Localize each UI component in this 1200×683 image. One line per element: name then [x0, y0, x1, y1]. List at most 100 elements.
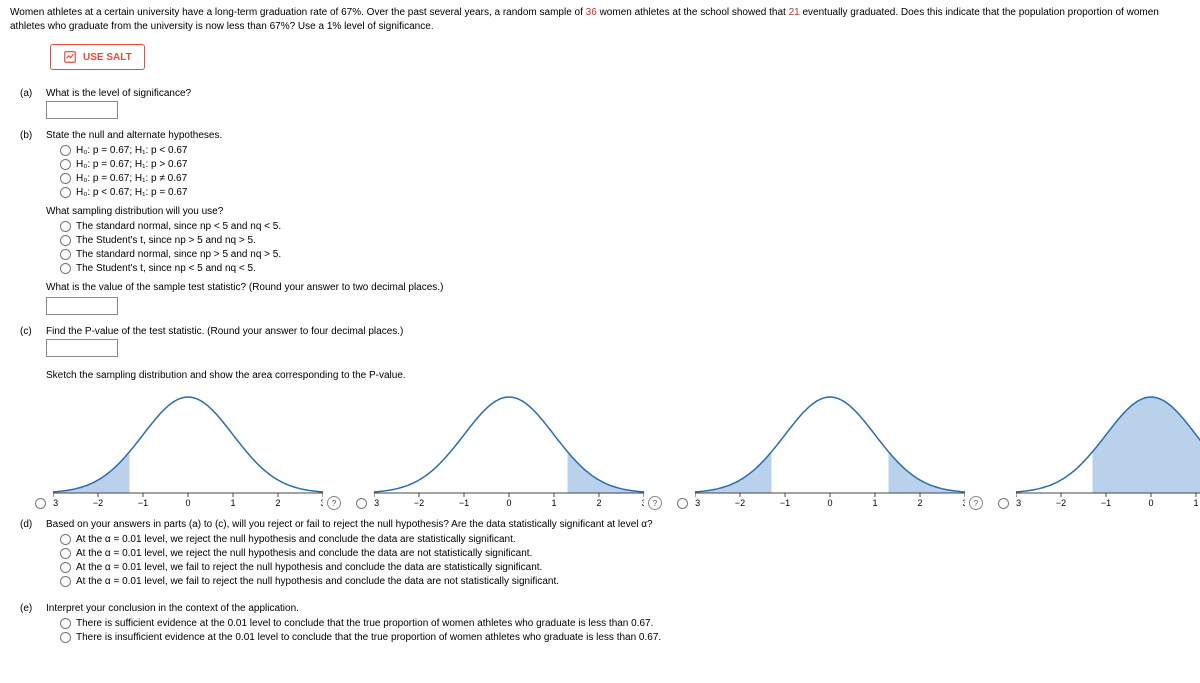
intro-t1: Women athletes at a certain university h… [10, 7, 586, 18]
chart-icon [63, 50, 77, 64]
help-icon[interactable]: ? [648, 496, 662, 510]
svg-text:0: 0 [506, 498, 511, 508]
dist-option[interactable]: The standard normal, since np > 5 and nq… [60, 249, 1190, 260]
part-c-label: (c) [20, 326, 38, 383]
interpret-option[interactable]: There is sufficient evidence at the 0.01… [60, 618, 1190, 629]
hyp-radio[interactable] [60, 145, 71, 156]
dist-radio[interactable] [60, 249, 71, 260]
bell-curve-chart: −3−2−10123 [374, 391, 644, 511]
part-a-label: (a) [20, 88, 38, 122]
svg-text:−3: −3 [53, 498, 58, 508]
svg-text:−2: −2 [414, 498, 424, 508]
hyp-option[interactable]: H₀: p = 0.67; H₁: p ≠ 0.67 [60, 173, 1190, 184]
decision-radio[interactable] [60, 576, 71, 587]
part-c-q2: Sketch the sampling distribution and sho… [46, 370, 1190, 381]
dist-label: The standard normal, since np > 5 and nq… [76, 249, 281, 260]
svg-text:2: 2 [275, 498, 280, 508]
dist-option[interactable]: The Student's t, since np > 5 and nq > 5… [60, 235, 1190, 246]
intro-x: 21 [789, 7, 800, 18]
interpret-radio[interactable] [60, 632, 71, 643]
svg-text:2: 2 [596, 498, 601, 508]
decision-label: At the α = 0.01 level, we reject the nul… [76, 534, 516, 545]
sketch-radio[interactable] [998, 498, 1009, 509]
hyp-option[interactable]: H₀: p < 0.67; H₁: p = 0.67 [60, 187, 1190, 198]
sketch-radio[interactable] [677, 498, 688, 509]
svg-text:1: 1 [551, 498, 556, 508]
test-statistic-input[interactable] [46, 297, 118, 315]
bell-curve-chart: −3−2−10123 [1016, 391, 1200, 511]
part-d-question: Based on your answers in parts (a) to (c… [46, 519, 1190, 530]
help-icon[interactable]: ? [969, 496, 983, 510]
dist-label: The Student's t, since np < 5 and nq < 5… [76, 263, 256, 274]
hyp-option[interactable]: H₀: p = 0.67; H₁: p < 0.67 [60, 145, 1190, 156]
svg-text:−2: −2 [735, 498, 745, 508]
part-b-q2: What sampling distribution will you use? [46, 206, 1190, 217]
hyp-radio[interactable] [60, 187, 71, 198]
sketch-radio[interactable] [35, 498, 46, 509]
hyp-label: H₀: p = 0.67; H₁: p < 0.67 [76, 145, 187, 156]
hyp-label: H₀: p = 0.67; H₁: p > 0.67 [76, 159, 187, 170]
svg-text:−3: −3 [695, 498, 700, 508]
hyp-radio[interactable] [60, 173, 71, 184]
decision-label: At the α = 0.01 level, we fail to reject… [76, 562, 542, 573]
question-intro: Women athletes at a certain university h… [10, 6, 1190, 34]
part-b-label: (b) [20, 130, 38, 318]
interpret-label: There is sufficient evidence at the 0.01… [76, 618, 653, 629]
svg-text:−2: −2 [1056, 498, 1066, 508]
part-a-question: What is the level of significance? [46, 88, 1190, 99]
sketch-radio[interactable] [356, 498, 367, 509]
dist-option[interactable]: The standard normal, since np < 5 and nq… [60, 221, 1190, 232]
part-c-q1: Find the P-value of the test statistic. … [46, 326, 1190, 337]
decision-radio[interactable] [60, 548, 71, 559]
dist-radio[interactable] [60, 221, 71, 232]
svg-text:−2: −2 [93, 498, 103, 508]
decision-radio[interactable] [60, 534, 71, 545]
intro-t2: women athletes at the school showed that [597, 7, 789, 18]
svg-text:3: 3 [641, 498, 644, 508]
dist-label: The standard normal, since np < 5 and nq… [76, 221, 281, 232]
svg-text:1: 1 [1193, 498, 1198, 508]
decision-radio[interactable] [60, 562, 71, 573]
dist-radio[interactable] [60, 235, 71, 246]
hyp-option[interactable]: H₀: p = 0.67; H₁: p > 0.67 [60, 159, 1190, 170]
interpret-option[interactable]: There is insufficient evidence at the 0.… [60, 632, 1190, 643]
bell-curve-chart: −3−2−10123 [53, 391, 323, 511]
svg-text:3: 3 [962, 498, 965, 508]
svg-text:2: 2 [917, 498, 922, 508]
svg-text:1: 1 [230, 498, 235, 508]
dist-option[interactable]: The Student's t, since np < 5 and nq < 5… [60, 263, 1190, 274]
decision-option[interactable]: At the α = 0.01 level, we reject the nul… [60, 548, 1190, 559]
svg-text:3: 3 [320, 498, 323, 508]
interpret-options: There is sufficient evidence at the 0.01… [60, 618, 1190, 643]
svg-text:−3: −3 [374, 498, 379, 508]
hyp-radio[interactable] [60, 159, 71, 170]
hyp-label: H₀: p = 0.67; H₁: p ≠ 0.67 [76, 173, 187, 184]
p-value-input[interactable] [46, 339, 118, 357]
salt-label: USE SALT [83, 52, 132, 63]
interpret-label: There is insufficient evidence at the 0.… [76, 632, 661, 643]
decision-label: At the α = 0.01 level, we reject the nul… [76, 548, 532, 559]
svg-text:0: 0 [1148, 498, 1153, 508]
decision-option[interactable]: At the α = 0.01 level, we fail to reject… [60, 562, 1190, 573]
use-salt-button[interactable]: USE SALT [50, 44, 145, 70]
part-e-question: Interpret your conclusion in the context… [46, 603, 1190, 614]
interpret-radio[interactable] [60, 618, 71, 629]
dist-label: The Student's t, since np > 5 and nq > 5… [76, 235, 256, 246]
part-e-label: (e) [20, 603, 38, 651]
decision-option[interactable]: At the α = 0.01 level, we fail to reject… [60, 576, 1190, 587]
dist-radio[interactable] [60, 263, 71, 274]
distribution-charts: −3−2−10123?−3−2−10123?−3−2−10123?−3−2−10… [30, 391, 1190, 511]
part-d-label: (d) [20, 519, 38, 595]
svg-text:−1: −1 [780, 498, 790, 508]
svg-text:1: 1 [872, 498, 877, 508]
svg-text:0: 0 [827, 498, 832, 508]
help-icon[interactable]: ? [327, 496, 341, 510]
decision-option[interactable]: At the α = 0.01 level, we reject the nul… [60, 534, 1190, 545]
hyp-label: H₀: p < 0.67; H₁: p = 0.67 [76, 187, 187, 198]
significance-input[interactable] [46, 101, 118, 119]
decision-label: At the α = 0.01 level, we fail to reject… [76, 576, 559, 587]
part-b-q3: What is the value of the sample test sta… [46, 282, 1190, 293]
svg-text:0: 0 [185, 498, 190, 508]
intro-n: 36 [586, 7, 597, 18]
part-b-q1: State the null and alternate hypotheses. [46, 130, 1190, 141]
